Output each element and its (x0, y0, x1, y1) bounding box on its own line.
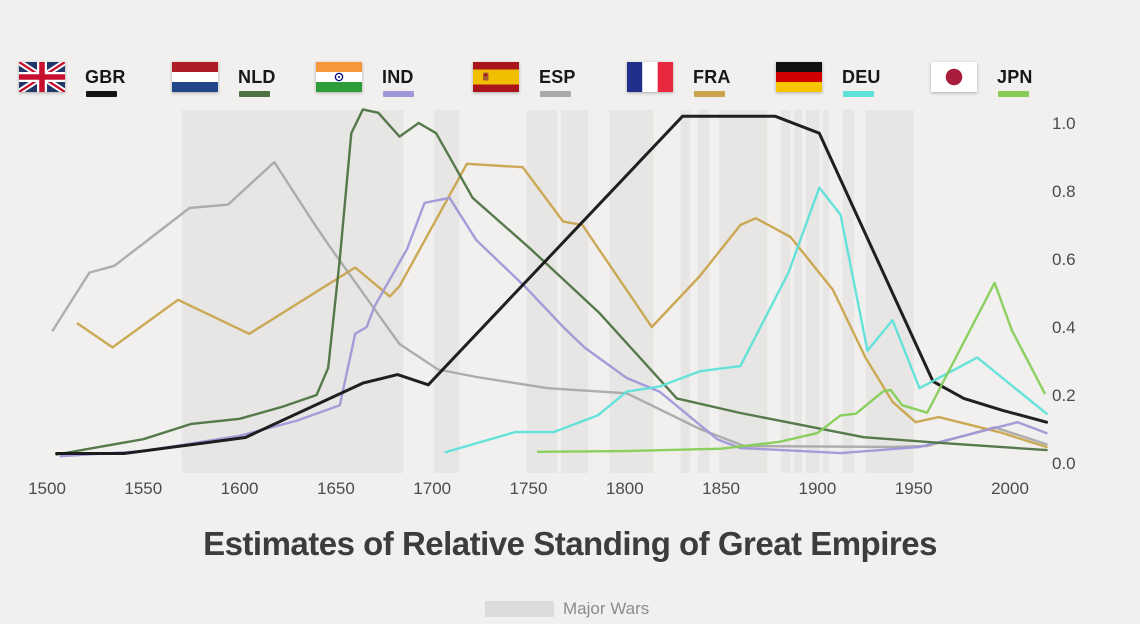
series-line-ind (59, 196, 1048, 458)
x-tick-label: 1950 (895, 479, 933, 498)
y-tick-label: 0.6 (1052, 250, 1076, 269)
x-tick-label: 1800 (606, 479, 644, 498)
ind-flag-icon (316, 62, 362, 92)
legend-color-swatch (843, 91, 874, 97)
x-tick-label: 1750 (510, 479, 548, 498)
war-band (181, 110, 404, 473)
war-band (794, 110, 802, 473)
x-tick-label: 1600 (221, 479, 259, 498)
war-band (719, 110, 768, 473)
fra-flag-icon (627, 62, 673, 92)
major-wars-label: Major Wars (563, 599, 650, 618)
series-line-jpn (536, 281, 1046, 453)
legend-country-code: ESP (539, 67, 576, 87)
legend-color-swatch (239, 91, 270, 97)
x-tick-label: 1550 (124, 479, 162, 498)
legend-country-code: FRA (693, 67, 731, 87)
legend-country-code: DEU (842, 67, 881, 87)
y-tick-label: 0.2 (1052, 386, 1076, 405)
x-tick-label: 1700 (413, 479, 451, 498)
x-tick-label: 1850 (702, 479, 740, 498)
legend-country-code: GBR (85, 67, 126, 87)
x-tick-label: 1650 (317, 479, 355, 498)
war-band (865, 110, 914, 473)
deu-flag-icon (776, 62, 822, 92)
legend-color-swatch (694, 91, 725, 97)
jpn-flag-icon (931, 62, 977, 92)
y-tick-label: 0.4 (1052, 318, 1076, 337)
legend-country-code: NLD (238, 67, 276, 87)
war-band (697, 110, 710, 473)
series-line-nld (55, 108, 1048, 456)
chart-title: Estimates of Relative Standing of Great … (203, 525, 937, 562)
legend-country-code: JPN (997, 67, 1033, 87)
gbr-flag-icon (19, 62, 65, 92)
war-band (780, 110, 791, 473)
nld-flag-icon (172, 62, 218, 92)
war-band (434, 110, 460, 473)
x-tick-label: 1900 (798, 479, 836, 498)
y-tick-label: 0.0 (1052, 454, 1076, 473)
war-band (823, 110, 829, 473)
esp-flag-icon (473, 62, 519, 92)
legend-color-swatch (998, 91, 1029, 97)
legend-color-swatch (383, 91, 414, 97)
series-line-deu (444, 186, 1048, 454)
war-band (805, 110, 820, 473)
y-tick-label: 1.0 (1052, 114, 1076, 133)
x-tick-label: 1500 (28, 479, 66, 498)
legend-color-swatch (86, 91, 117, 97)
y-tick-label: 0.8 (1052, 182, 1076, 201)
x-tick-label: 2000 (991, 479, 1029, 498)
legend-country-code: IND (382, 67, 414, 87)
war-band (609, 110, 654, 473)
series-line-fra (76, 162, 1048, 449)
series-line-esp (51, 160, 1048, 449)
series-line-gbr (55, 114, 1049, 455)
war-band (526, 110, 558, 473)
major-wars-swatch (485, 601, 554, 617)
war-band (842, 110, 854, 473)
legend-color-swatch (540, 91, 571, 97)
